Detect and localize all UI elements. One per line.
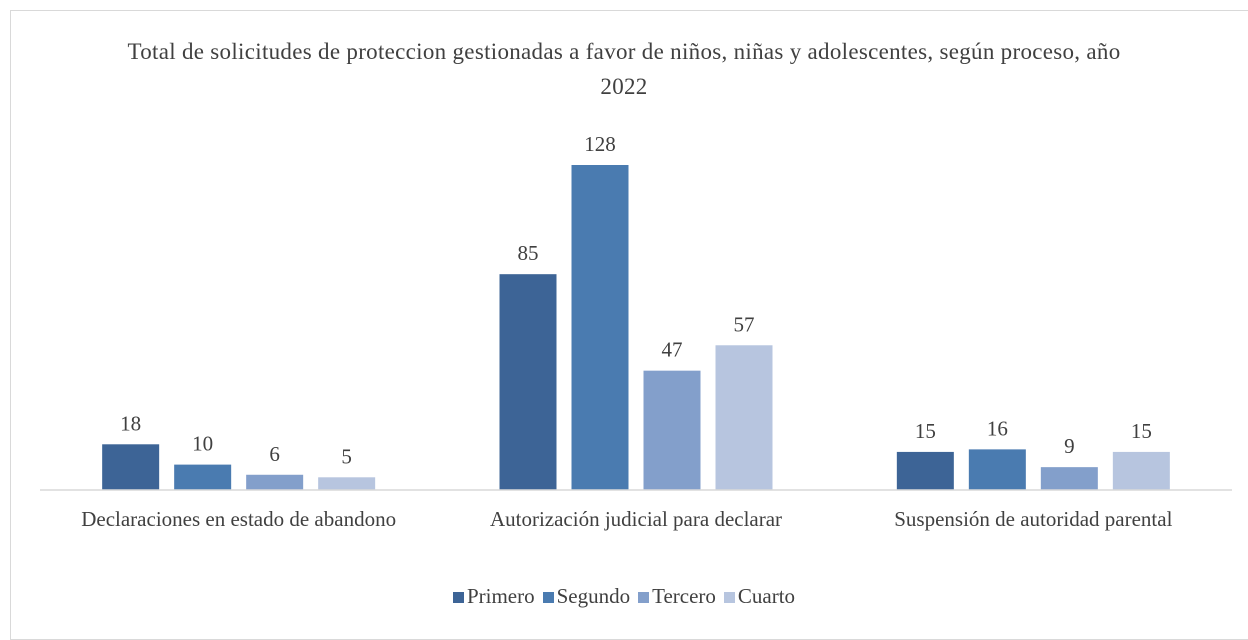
bar [174,464,232,490]
plot: 18 10 6 5 85 128 47 57 15 16 9 15 [40,132,1232,491]
legend-label: Primero [466,584,535,608]
bar [571,165,629,490]
bar [896,451,954,490]
x-tick-label: Declaraciones en estado de abandono [81,507,397,531]
legend-swatch [452,592,464,603]
legend-item: Primero [452,584,535,609]
bar [318,477,376,490]
data-label: 9 [1064,434,1075,458]
legend-swatch [542,592,554,603]
legend-item: Tercero [638,584,716,609]
data-label: 15 [1131,419,1152,443]
data-label: 128 [584,132,616,156]
x-tick-label: Suspensión de autoridad parental [894,507,1173,531]
legend-item: Segundo [542,584,631,609]
data-label: 5 [341,444,352,468]
chart: Total de solicitudes de proteccion gesti… [0,10,1248,640]
data-label: 18 [120,411,141,435]
legend-item: Cuarto [723,584,796,609]
bar [499,274,557,490]
legend: Primero Segundo Tercero Cuarto [0,584,1248,609]
bar [715,345,773,490]
bar [246,474,304,490]
legend-swatch [723,592,735,603]
data-label: 57 [734,312,755,336]
legend-label: Tercero [652,584,716,608]
x-tick-label: Autorización judicial para declarar [489,507,783,531]
bar [1112,451,1170,490]
data-label: 10 [192,432,213,456]
data-label: 85 [518,241,539,265]
chart-title: Total de solicitudes de proteccion gesti… [127,39,1121,99]
data-label: 15 [915,419,936,443]
legend-swatch [638,592,650,603]
bar [968,449,1026,490]
data-label: 6 [269,442,280,466]
legend-label: Segundo [556,584,631,608]
data-label: 16 [987,416,1008,440]
bar [1040,467,1098,490]
legend-label: Cuarto [737,584,796,608]
bar [643,370,701,490]
bar [102,444,160,490]
data-label: 47 [662,338,683,362]
